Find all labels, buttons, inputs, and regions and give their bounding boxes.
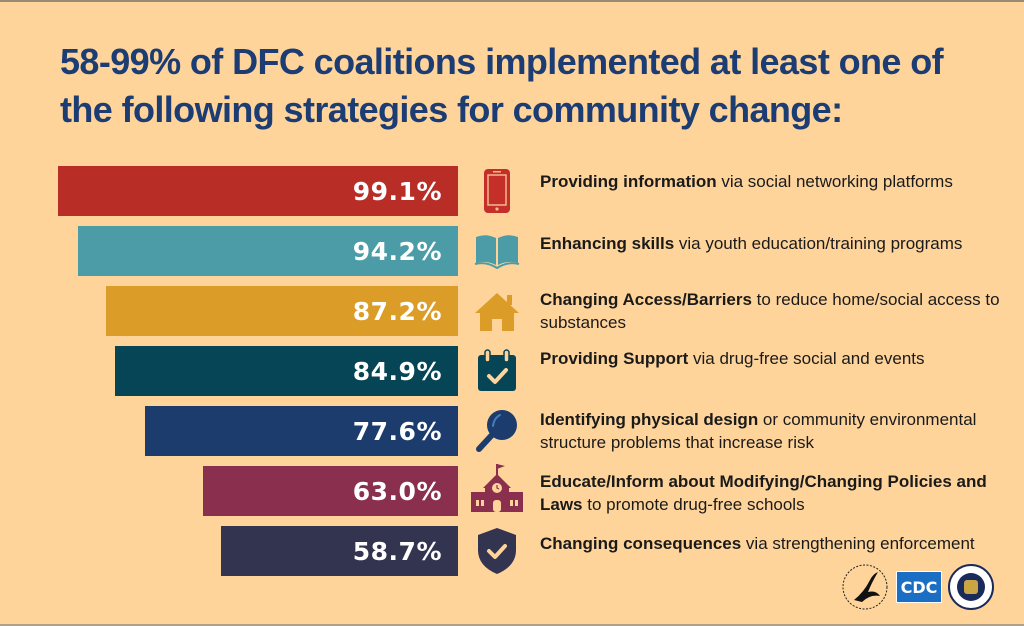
strategy-label-rest: via strengthening enforcement <box>741 534 975 553</box>
strategy-label: Enhancing skills via youth education/tra… <box>540 232 1010 255</box>
cdc-logo-text: CDC <box>900 577 938 597</box>
bar-identifying-design: 77.6% <box>145 406 458 456</box>
ondcp-seal-logo <box>948 564 994 610</box>
logo-strip: CDC <box>840 562 994 612</box>
strategy-label-rest: via youth education/training programs <box>674 234 963 253</box>
bar-value: 84.9% <box>352 356 442 386</box>
smartphone-icon <box>472 166 522 216</box>
cdc-logo: CDC <box>896 571 942 603</box>
magnifier-icon <box>472 406 522 456</box>
chart-title: 58-99% of DFC coalitions implemented at … <box>60 41 944 130</box>
bar-educate-inform: 63.0% <box>203 466 458 516</box>
strategy-label-bold: Providing information <box>540 172 717 191</box>
strategy-label-bold: Changing Access/Barriers <box>540 290 752 309</box>
calendar-check-icon <box>472 346 522 396</box>
bar-enhancing-skills: 94.2% <box>78 226 458 276</box>
hhs-logo <box>840 562 890 612</box>
bar-providing-support: 84.9% <box>115 346 458 396</box>
strategy-label-rest: via social networking platforms <box>716 172 953 191</box>
strategy-label-bold: Enhancing skills <box>540 234 675 253</box>
school-icon <box>468 460 526 516</box>
bar-value: 63.0% <box>352 476 442 506</box>
bar-value: 58.7% <box>352 536 442 566</box>
strategy-label-rest: to reduce home/social access to substanc… <box>540 290 1000 332</box>
bar-value: 99.1% <box>352 176 442 206</box>
bar-changing-consequences: 58.7% <box>221 526 458 576</box>
bar-value: 94.2% <box>352 236 442 266</box>
strategy-label-bold: Identifying physical design <box>540 410 759 429</box>
strategy-label: Providing information via social network… <box>540 170 1010 193</box>
strategy-label-bold: Changing consequences <box>540 534 742 553</box>
strategy-label: Educate/Inform about Modifying/Changing … <box>540 470 1010 516</box>
strategy-label: Changing Access/Barriers to reduce home/… <box>540 288 1010 334</box>
bar-changing-access: 87.2% <box>106 286 458 336</box>
bar-value: 77.6% <box>352 416 442 446</box>
strategy-label-rest: to promote drug-free schools <box>582 495 805 514</box>
bar-value: 87.2% <box>352 296 442 326</box>
shield-check-icon <box>472 526 522 576</box>
strategy-label-bold: Educate/Inform about Modifying/Changing … <box>540 472 987 514</box>
strategy-label: Providing Support via drug-free social a… <box>540 347 1010 370</box>
bar-providing-information: 99.1% <box>58 166 458 216</box>
strategy-label: Changing consequences via strengthening … <box>540 532 1010 555</box>
book-icon <box>472 226 522 276</box>
strategy-label: Identifying physical design or community… <box>540 408 1010 454</box>
strategy-label-rest: or community environmental structure pro… <box>540 410 977 452</box>
strategy-label-rest: via drug-free social and events <box>688 349 925 368</box>
house-icon <box>472 286 522 336</box>
strategy-label-bold: Providing Support <box>540 349 689 368</box>
